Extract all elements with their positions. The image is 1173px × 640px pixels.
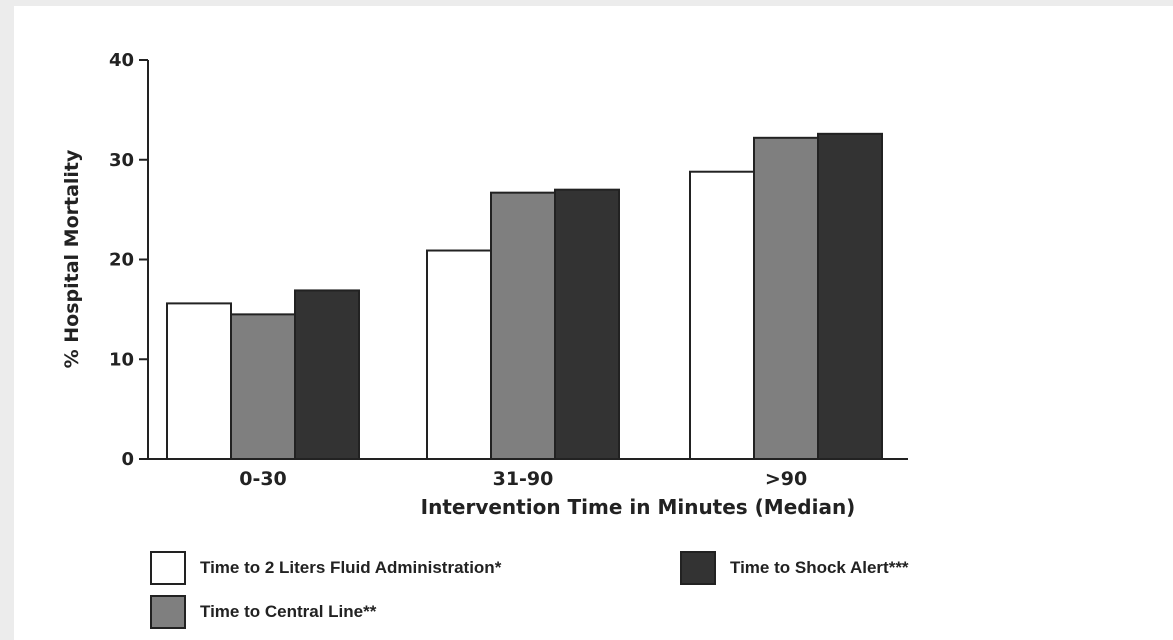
legend-label-central-line: Time to Central Line** bbox=[200, 602, 376, 622]
y-tick-label-0: 0 bbox=[121, 449, 134, 470]
x-ticks-group: 0-30 31-90 >90 bbox=[239, 468, 807, 490]
y-tick-label-30: 30 bbox=[109, 150, 134, 171]
y-ticks-group: 0 10 20 30 40 bbox=[109, 50, 148, 470]
bar-chart: 0 10 20 30 40 0-30 31-90 >90 % Hospital Mortal… bbox=[14, 6, 1173, 546]
legend-swatch-shock-alert bbox=[680, 551, 716, 585]
legend-label-shock-alert: Time to Shock Alert*** bbox=[730, 558, 909, 578]
bar-90-series-2 bbox=[754, 138, 818, 459]
y-tick-label-40: 40 bbox=[109, 50, 134, 71]
bar-0-30-series-1 bbox=[167, 303, 231, 459]
legend-swatch-fluid bbox=[150, 551, 186, 585]
bars-group bbox=[167, 134, 882, 459]
x-tick-label-0-30: 0-30 bbox=[239, 468, 287, 490]
bar-0-30-series-3 bbox=[295, 290, 359, 459]
x-axis-label: Intervention Time in Minutes (Median) bbox=[421, 495, 856, 519]
bar-31-90-series-2 bbox=[491, 193, 555, 459]
legend-item-central-line: Time to Central Line** bbox=[150, 595, 376, 629]
chart-panel: 0 10 20 30 40 0-30 31-90 >90 % Hospital Mortal… bbox=[14, 6, 1173, 640]
legend-item-fluid: Time to 2 Liters Fluid Administration* bbox=[150, 551, 501, 585]
legend-swatch-central-line bbox=[150, 595, 186, 629]
bar-90-series-1 bbox=[690, 172, 754, 459]
y-tick-label-20: 20 bbox=[109, 250, 134, 271]
bar-90-series-3 bbox=[818, 134, 882, 459]
bar-31-90-series-3 bbox=[555, 190, 619, 459]
legend-item-shock-alert: Time to Shock Alert*** bbox=[680, 551, 909, 585]
x-tick-label-90: >90 bbox=[765, 468, 807, 490]
bar-31-90-series-1 bbox=[427, 251, 491, 459]
y-tick-label-10: 10 bbox=[109, 349, 134, 370]
bar-0-30-series-2 bbox=[231, 314, 295, 459]
y-axis-label: % Hospital Mortality bbox=[61, 149, 83, 368]
legend-label-fluid: Time to 2 Liters Fluid Administration* bbox=[200, 558, 501, 578]
x-tick-label-31-90: 31-90 bbox=[493, 468, 554, 490]
